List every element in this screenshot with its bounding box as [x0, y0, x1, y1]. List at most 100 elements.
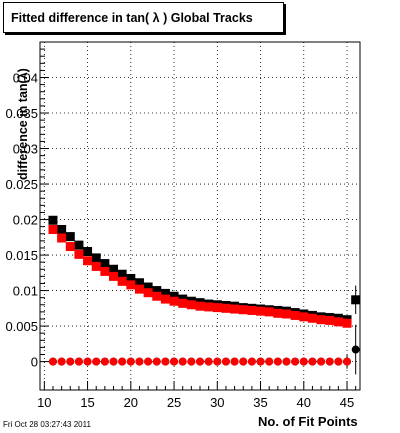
- data-point-square: [48, 224, 58, 234]
- data-point-circle: [144, 357, 153, 366]
- data-point-square: [342, 318, 352, 328]
- data-point-circle: [213, 357, 222, 366]
- data-point-circle: [83, 357, 92, 366]
- data-point-square: [247, 305, 257, 315]
- data-point-square: [169, 291, 179, 301]
- chart-title: Fitted difference in tan( λ ) Global Tra…: [11, 11, 253, 25]
- data-point-square: [195, 301, 205, 311]
- data-point-square: [117, 276, 127, 286]
- y-tick-label: 0.02: [13, 213, 38, 228]
- data-point-square: [109, 264, 119, 274]
- data-point-square: [143, 282, 153, 292]
- x-tick-label: 40: [297, 395, 311, 410]
- data-point-circle: [126, 357, 135, 366]
- data-point-circle: [282, 357, 291, 366]
- data-point-square: [169, 296, 179, 306]
- y-tick-label: 0.035: [5, 106, 38, 121]
- data-point-circle: [265, 357, 274, 366]
- data-point-circle: [109, 357, 118, 366]
- data-point-circle: [291, 357, 300, 366]
- data-point-circle: [161, 357, 170, 366]
- data-point-square: [100, 266, 110, 276]
- data-point-square: [299, 312, 309, 322]
- data-point-circle: [118, 357, 127, 366]
- x-tick-label: 20: [124, 395, 138, 410]
- data-point-circle: [299, 357, 308, 366]
- data-point-circle: [92, 357, 101, 366]
- data-point-circle: [74, 357, 83, 366]
- data-point-square: [290, 310, 300, 320]
- data-point-square: [100, 259, 110, 269]
- x-tick-label: 10: [37, 395, 51, 410]
- data-point-circle: [187, 357, 196, 366]
- data-point-square: [186, 300, 196, 310]
- y-tick-label: 0.03: [13, 142, 38, 157]
- data-point-square: [65, 242, 75, 252]
- data-point-circle: [48, 357, 57, 366]
- y-tick-label: 0.005: [5, 319, 38, 334]
- data-point-circle: [343, 357, 352, 366]
- data-point-circle: [334, 357, 343, 366]
- data-point-circle: [308, 357, 317, 366]
- x-tick-label: 15: [80, 395, 94, 410]
- y-tick-label: 0.015: [5, 248, 38, 263]
- footer-timestamp: Fri Oct 28 03:27:43 2011: [3, 420, 91, 429]
- data-point-circle: [57, 357, 66, 366]
- data-point-square: [351, 295, 361, 305]
- data-point-circle: [170, 357, 179, 366]
- data-point-square: [221, 303, 231, 313]
- data-point-square: [57, 233, 67, 243]
- data-point-circle: [221, 357, 230, 366]
- data-point-square: [126, 273, 136, 283]
- data-point-square: [143, 288, 153, 298]
- data-point-square: [134, 284, 144, 294]
- data-point-square: [134, 278, 144, 288]
- data-point-square: [204, 302, 214, 312]
- chart-title-box: Fitted difference in tan( λ ) Global Tra…: [3, 2, 284, 33]
- y-tick-label: 0.01: [13, 284, 38, 299]
- data-point-square: [57, 224, 67, 234]
- data-point-square: [281, 309, 291, 319]
- data-point-square: [117, 269, 127, 279]
- data-point-square: [83, 247, 93, 257]
- data-point-circle: [273, 357, 282, 366]
- data-point-square: [333, 317, 343, 327]
- data-point-square: [48, 215, 58, 225]
- x-tick-label: 30: [210, 395, 224, 410]
- data-point-circle: [230, 357, 239, 366]
- data-point-square: [325, 315, 335, 325]
- data-point-square: [256, 306, 266, 316]
- data-point-circle: [196, 357, 204, 366]
- data-point-square: [91, 261, 101, 271]
- data-point-square: [65, 232, 75, 242]
- data-point-circle: [351, 345, 360, 354]
- y-tick-label: 0.025: [5, 177, 38, 192]
- data-point-square: [126, 280, 136, 290]
- data-point-circle: [239, 357, 248, 366]
- data-point-square: [238, 305, 248, 315]
- data-point-circle: [325, 357, 334, 366]
- data-point-circle: [317, 357, 326, 366]
- data-point-square: [212, 303, 222, 313]
- data-point-square: [152, 286, 162, 296]
- plot-frame: [39, 41, 361, 391]
- data-point-square: [316, 315, 326, 325]
- data-point-square: [273, 308, 283, 318]
- y-axis-title-box: difference in tan(λ): [2, 60, 30, 190]
- x-tick-label: 35: [253, 395, 267, 410]
- data-point-square: [109, 271, 119, 281]
- y-tick-label: 0: [31, 355, 38, 370]
- x-axis-title: No. of Fit Points: [258, 414, 358, 429]
- data-point-circle: [247, 357, 256, 366]
- data-point-square: [160, 288, 170, 298]
- data-point-square: [152, 291, 162, 301]
- y-tick-label: 0.04: [13, 71, 38, 86]
- data-point-circle: [204, 357, 213, 366]
- data-point-circle: [256, 357, 265, 366]
- data-point-square: [160, 294, 170, 304]
- data-point-circle: [152, 357, 161, 366]
- data-point-square: [91, 253, 101, 263]
- data-point-square: [74, 249, 84, 259]
- data-point-square: [178, 298, 188, 308]
